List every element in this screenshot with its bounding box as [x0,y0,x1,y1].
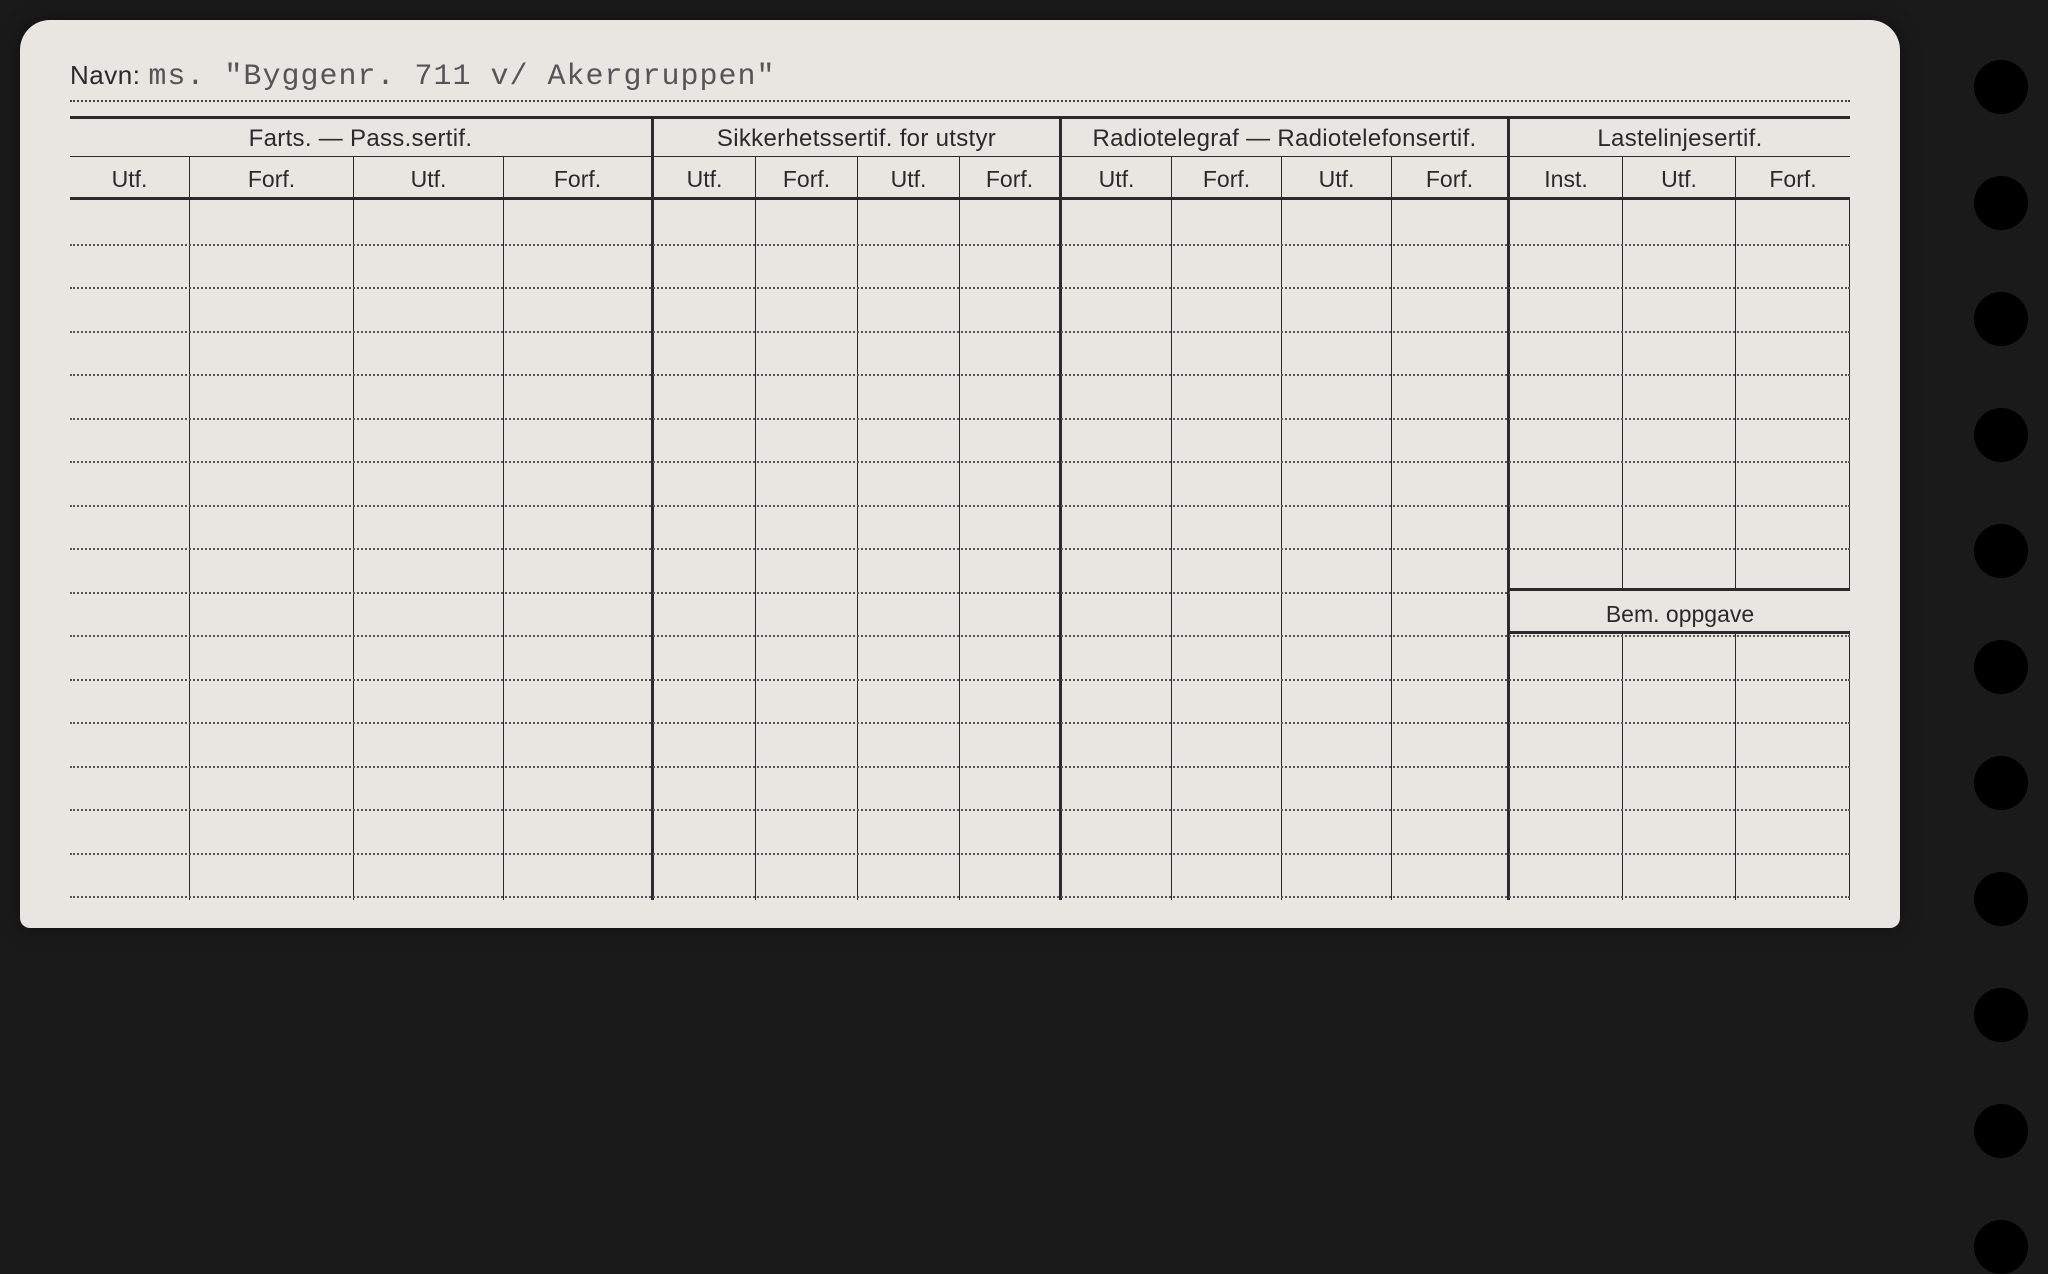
grid-row-rule [70,505,1850,507]
section-header: Farts. — Pass.sertif. [70,119,654,156]
vertical-rule [1510,200,1623,900]
column-header: Utf. [1623,157,1736,197]
column-header: Forf. [504,157,654,197]
vertical-rule [1623,200,1736,900]
binder-hole [1974,756,2028,810]
bem-oppgave-band: Bem. oppgave [1510,588,1850,634]
binder-hole [1974,176,2028,230]
binder-hole [1974,524,2028,578]
vertical-rule [354,200,504,900]
section-header-row: Farts. — Pass.sertif.Sikkerhetssertif. f… [70,116,1850,156]
binder-holes [1974,60,2028,1274]
binder-hole [1974,292,2028,346]
binder-hole [1974,640,2028,694]
vertical-rule [190,200,354,900]
column-header-row: Utf.Forf.Utf.Forf.Utf.Forf.Utf.Forf.Utf.… [70,156,1850,200]
column-header: Inst. [1510,157,1623,197]
vertical-rule [1282,200,1392,900]
binder-hole [1974,988,2028,1042]
vertical-rule [504,200,654,900]
column-header: Forf. [1392,157,1510,197]
vertical-rule [654,200,756,900]
column-header: Forf. [1172,157,1282,197]
grid-body: Bem. oppgave [70,200,1850,900]
grid-row-rule [70,374,1850,376]
grid-row-rule [70,418,1850,420]
bem-oppgave-label: Bem. oppgave [1606,601,1754,627]
grid-row-rule [70,809,1850,811]
binder-hole [1974,872,2028,926]
column-header: Utf. [354,157,504,197]
grid-row-rule [70,896,1850,898]
grid-row-rule [70,331,1850,333]
column-header: Utf. [70,157,190,197]
column-header: Utf. [858,157,960,197]
column-header: Forf. [756,157,858,197]
binder-hole [1974,1220,2028,1274]
grid-row-rule [70,287,1850,289]
binder-hole [1974,1104,2028,1158]
grid-row-rule [70,635,1850,637]
vertical-rules [70,200,1850,900]
certificate-grid: Farts. — Pass.sertif.Sikkerhetssertif. f… [70,116,1850,906]
grid-row-rule [70,853,1850,855]
section-header: Sikkerhetssertif. for utstyr [654,119,1062,156]
vertical-rule [70,200,190,900]
vertical-rule [756,200,858,900]
record-card: Navn: ms. "Byggenr. 711 v/ Akergruppen" … [20,20,1900,928]
vertical-rule [858,200,960,900]
column-header: Utf. [1282,157,1392,197]
grid-row-rule [70,548,1850,550]
column-header: Utf. [1062,157,1172,197]
column-header: Forf. [190,157,354,197]
section-header: Lastelinjesertif. [1510,119,1850,156]
binder-hole [1974,60,2028,114]
grid-row-rule [70,722,1850,724]
section-header: Radiotelegraf — Radiotelefonsertif. [1062,119,1510,156]
column-header: Forf. [1736,157,1850,197]
column-header: Forf. [960,157,1062,197]
grid-row-rule [70,244,1850,246]
vertical-rule [960,200,1062,900]
vertical-rule [1736,200,1850,900]
grid-row-rule [70,679,1850,681]
name-value: ms. "Byggenr. 711 v/ Akergruppen" [148,60,775,94]
binder-hole [1974,408,2028,462]
vertical-rule [1062,200,1172,900]
name-row: Navn: ms. "Byggenr. 711 v/ Akergruppen" [70,60,1850,102]
grid-row-rule [70,461,1850,463]
grid-row-rule [70,766,1850,768]
vertical-rule [1172,200,1282,900]
name-label: Navn: [70,60,140,91]
column-header: Utf. [654,157,756,197]
vertical-rule [1392,200,1510,900]
